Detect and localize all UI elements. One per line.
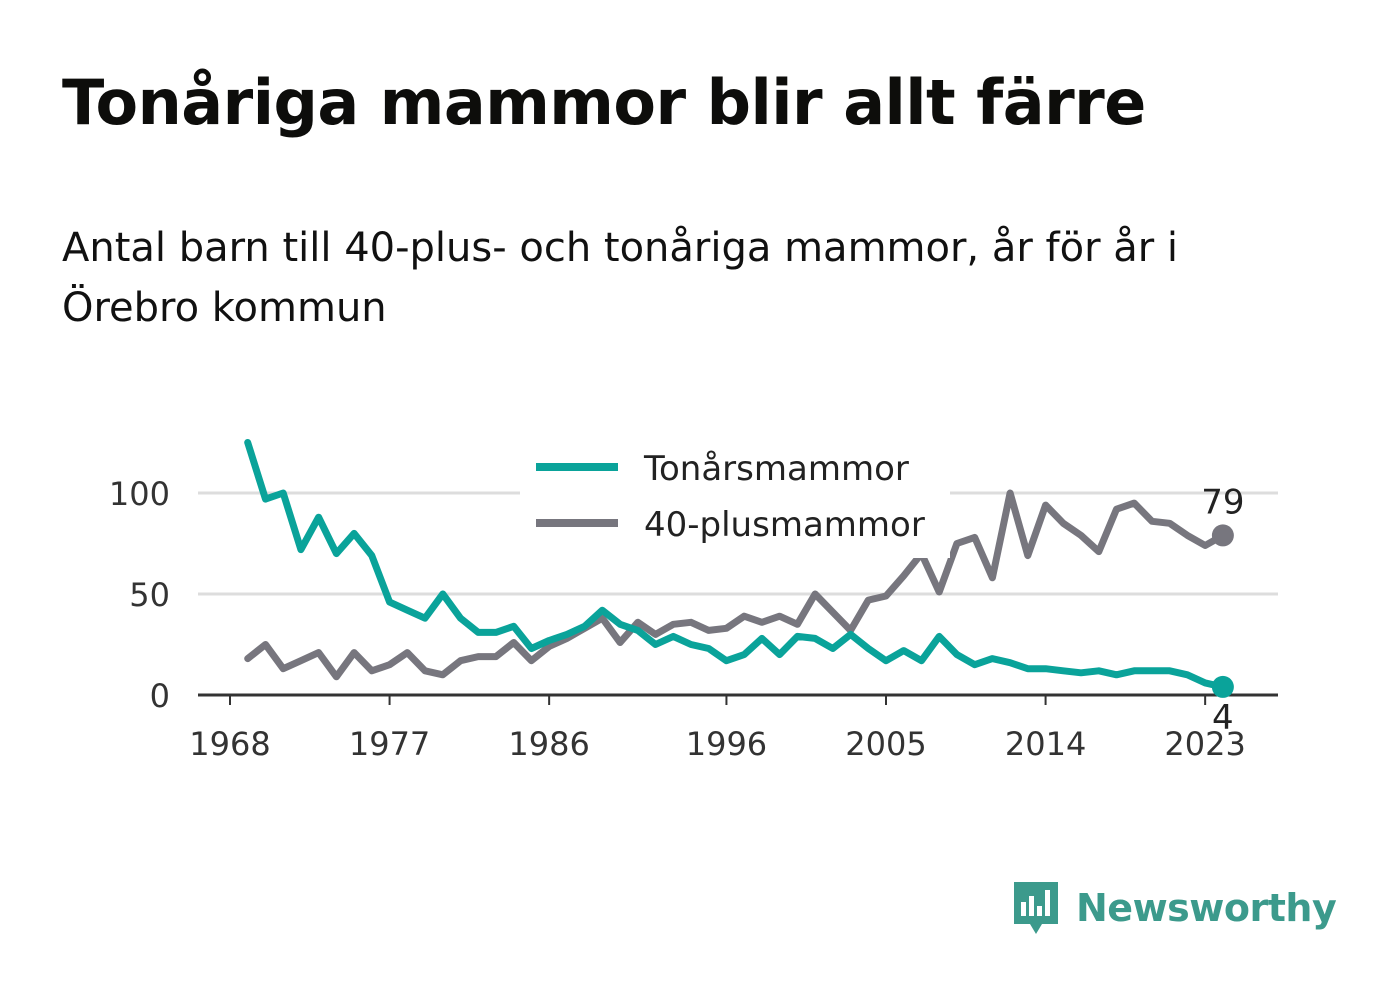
end-markers: 4 79 xyxy=(1201,482,1244,738)
series-lines xyxy=(244,439,1227,691)
x-tick-label: 1968 xyxy=(189,725,270,763)
y-tick-label: 100 xyxy=(109,475,170,513)
x-tick-label: 1986 xyxy=(508,725,589,763)
brand-name: Newsworthy xyxy=(1076,886,1337,930)
legend-label-teen: Tonårsmammor xyxy=(643,449,909,489)
legend-label-forty: 40-plusmammor xyxy=(644,505,925,545)
x-tick-label: 1996 xyxy=(686,725,767,763)
end-label-forty: 79 xyxy=(1201,482,1244,522)
chart-subtitle: Antal barn till 40-plus- och tonåriga ma… xyxy=(62,225,1179,331)
x-tick-label: 1977 xyxy=(349,725,430,763)
y-tick-label: 0 xyxy=(150,677,170,715)
y-axis-ticks: 0 50 100 xyxy=(109,475,170,715)
end-label-teen: 4 xyxy=(1212,698,1234,738)
series-line-forty xyxy=(244,489,1227,681)
series-line-teen xyxy=(244,439,1227,691)
x-tick-label: 2023 xyxy=(1164,725,1245,763)
x-tick-label: 2005 xyxy=(845,725,926,763)
chart-title: Tonåriga mammor blir allt färre xyxy=(62,66,1146,139)
x-axis-ticks: 1968 1977 1986 1996 2005 2014 2023 xyxy=(189,695,1246,763)
end-marker-forty xyxy=(1211,524,1234,547)
end-marker-teen xyxy=(1211,675,1234,698)
y-tick-label: 50 xyxy=(129,576,170,614)
brand: Newsworthy xyxy=(1010,878,1337,938)
legend-background xyxy=(520,438,950,558)
newsworthy-logo-icon xyxy=(1014,882,1058,934)
legend: Tonårsmammor 40-plusmammor xyxy=(520,438,950,558)
x-tick-label: 2014 xyxy=(1005,725,1086,763)
